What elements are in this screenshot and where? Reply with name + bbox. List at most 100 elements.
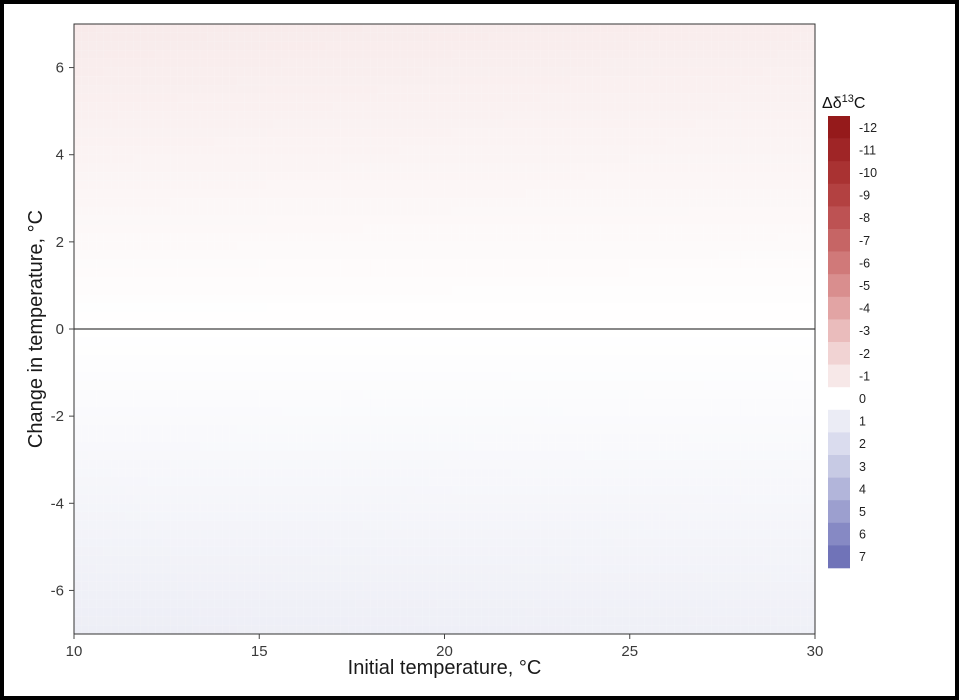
heatmap-cell [207, 259, 216, 269]
heatmap-cell [318, 355, 327, 365]
heatmap-cell [689, 207, 697, 217]
heatmap-cell [348, 355, 356, 365]
heatmap-cell [444, 398, 453, 408]
heatmap-cell [222, 32, 231, 42]
heatmap-cell [763, 250, 771, 260]
heatmap-cell [266, 276, 275, 286]
heatmap-cell [103, 259, 112, 269]
heatmap-cell [526, 128, 534, 138]
heatmap-cell [696, 189, 705, 199]
heatmap-cell [481, 302, 490, 312]
heatmap-cell [96, 302, 105, 312]
heatmap-cell [177, 276, 186, 286]
heatmap-cell [237, 442, 245, 452]
heatmap-cell [770, 58, 779, 68]
heatmap-cell [96, 363, 105, 373]
heatmap-cell [222, 329, 231, 339]
heatmap-cell [681, 355, 690, 365]
heatmap-cell [444, 111, 453, 121]
heatmap-cell [162, 416, 171, 426]
heatmap-cell [748, 154, 757, 164]
heatmap-cell [563, 424, 571, 434]
heatmap-cell [296, 442, 305, 452]
heatmap-cell [733, 163, 742, 173]
heatmap-cell [325, 372, 334, 382]
heatmap-cell [340, 241, 349, 251]
heatmap-cell [185, 241, 193, 251]
heatmap-cell [199, 137, 208, 147]
heatmap-cell [807, 111, 816, 121]
heatmap-cell [444, 137, 453, 147]
heatmap-cell [125, 85, 134, 95]
heatmap-cell [392, 128, 401, 138]
heatmap-cell [414, 372, 423, 382]
heatmap-cell [555, 85, 564, 95]
heatmap-cell [400, 451, 408, 461]
heatmap-cell [563, 58, 571, 68]
heatmap-cell [740, 390, 749, 400]
heatmap-cell [496, 163, 505, 173]
heatmap-cell [400, 259, 408, 269]
heatmap-cell [414, 276, 423, 286]
heatmap-cell [422, 154, 431, 164]
heatmap-cell [451, 285, 460, 295]
heatmap-cell [444, 241, 453, 251]
heatmap-cell [422, 363, 431, 373]
heatmap-cell [88, 285, 97, 295]
heatmap-cell [481, 207, 490, 217]
heatmap-cell [170, 233, 179, 243]
heatmap-cell [199, 363, 208, 373]
heatmap-cell [681, 424, 690, 434]
heatmap-cell [674, 433, 683, 443]
heatmap-cell [474, 311, 482, 321]
heatmap-cell [222, 268, 231, 278]
heatmap-cell [288, 163, 297, 173]
heatmap-cell [570, 329, 579, 339]
heatmap-cell [407, 163, 416, 173]
heatmap-cell [644, 58, 653, 68]
heatmap-cell [674, 363, 683, 373]
heatmap-cell [251, 259, 260, 269]
heatmap-cell [370, 259, 379, 269]
heatmap-cell [207, 424, 216, 434]
heatmap-cell [125, 50, 134, 60]
heatmap-cell [148, 41, 156, 51]
heatmap-cell [777, 268, 786, 278]
heatmap-cell [800, 154, 808, 164]
heatmap-cell [103, 32, 112, 42]
heatmap-cell [570, 285, 579, 295]
heatmap-cell [392, 451, 401, 461]
heatmap-cell [222, 215, 231, 225]
heatmap-cell [607, 24, 616, 34]
heatmap-cell [518, 320, 527, 330]
heatmap-cell [629, 329, 638, 339]
heatmap-cell [118, 285, 127, 295]
heatmap-cell [703, 24, 712, 34]
heatmap-cell [229, 137, 238, 147]
heatmap-cell [466, 172, 475, 182]
heatmap-cell [296, 58, 305, 68]
heatmap-cell [348, 398, 356, 408]
heatmap-cell [185, 424, 193, 434]
heatmap-cell [689, 320, 697, 330]
heatmap-cell [103, 294, 112, 304]
heatmap-cell [303, 67, 312, 77]
heatmap-cell [629, 119, 638, 129]
heatmap-cell [792, 320, 801, 330]
heatmap-cell [333, 189, 342, 199]
heatmap-cell [681, 137, 690, 147]
heatmap-cell [540, 346, 549, 356]
heatmap-cell [696, 285, 705, 295]
heatmap-cell [785, 180, 794, 190]
heatmap-cell [674, 32, 683, 42]
heatmap-cell [659, 215, 668, 225]
heatmap-cell [370, 311, 379, 321]
heatmap-cell [140, 320, 149, 330]
heatmap-cell [362, 137, 371, 147]
heatmap-cell [222, 372, 231, 382]
heatmap-cell [681, 302, 690, 312]
heatmap-cell [81, 451, 90, 461]
heatmap-cell [637, 363, 645, 373]
heatmap-cell [422, 41, 431, 51]
heatmap-cell [392, 198, 401, 208]
